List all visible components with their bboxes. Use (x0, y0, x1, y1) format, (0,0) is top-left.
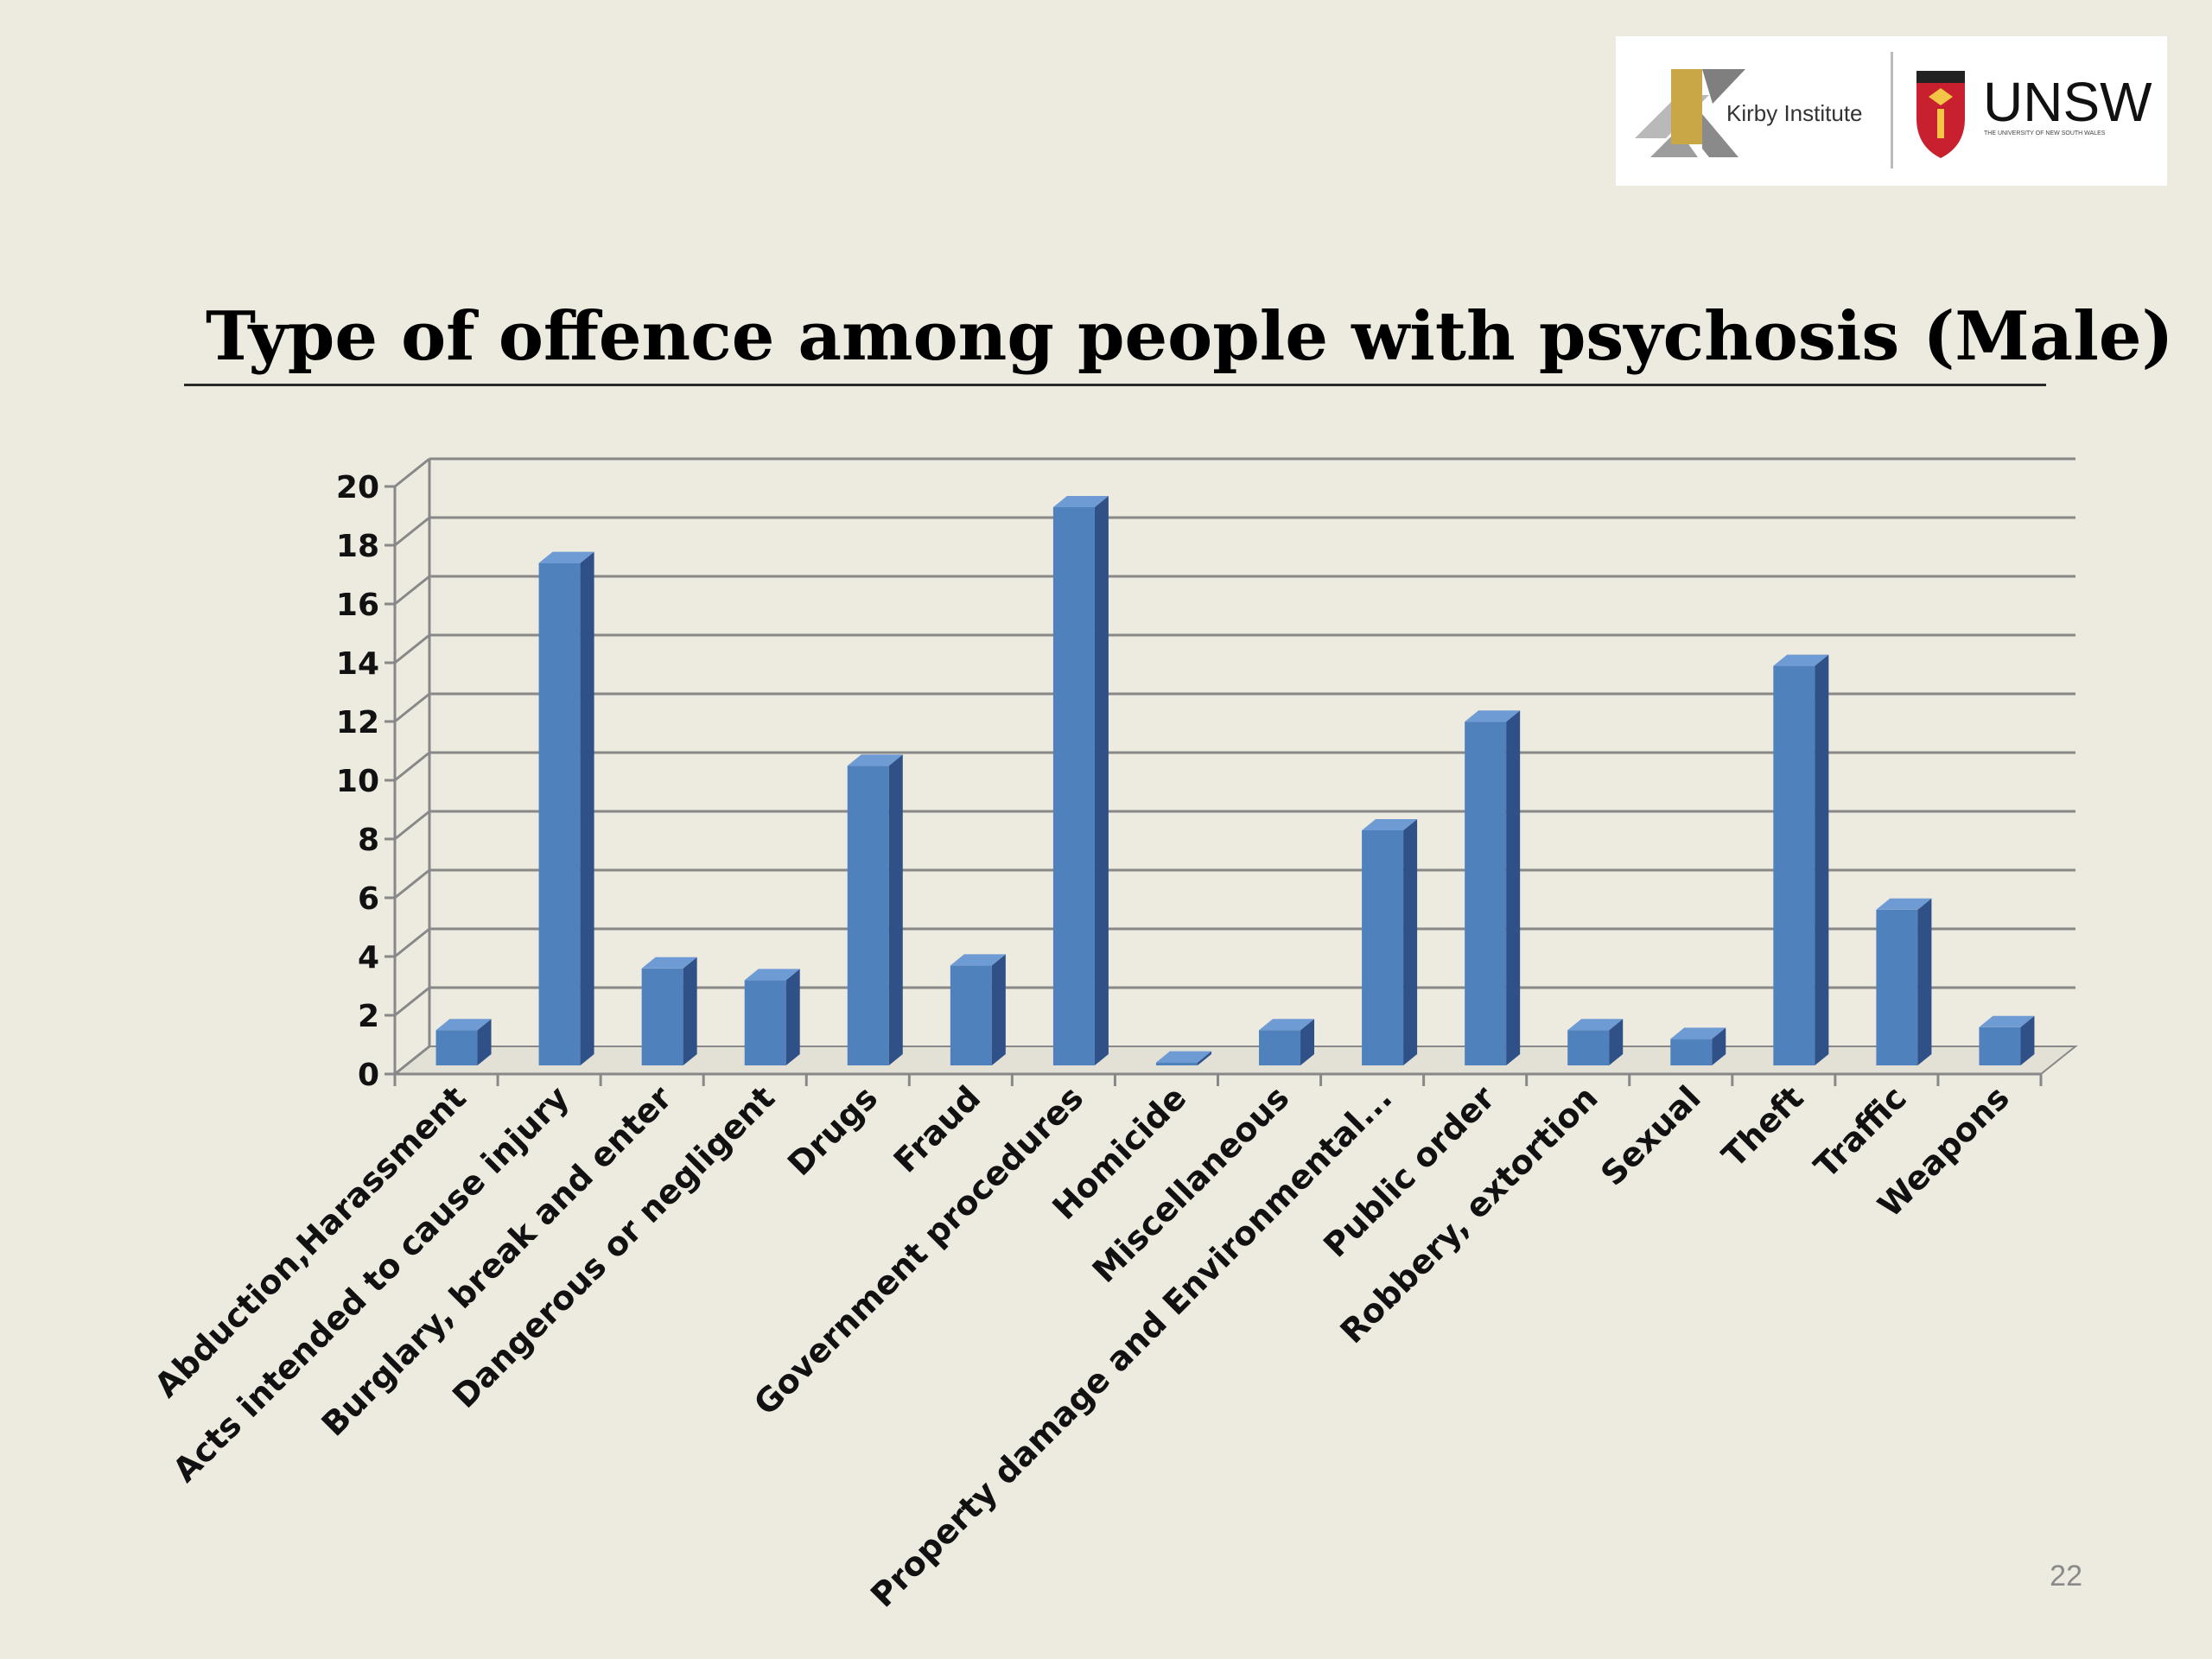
kirby-logo-text: Kirby Institute (1726, 100, 1863, 126)
logo-graphic: Kirby Institute UNSW THE UNIVERSITY OF N… (1635, 52, 2152, 168)
title-divider (184, 384, 2046, 386)
y-tick-label: 10 (336, 764, 379, 799)
bar (538, 551, 594, 1065)
gridline-depth (394, 868, 430, 899)
slide-title: Type of offence among people with psycho… (206, 297, 2174, 376)
kirby-institute-logo: Kirby Institute (1635, 69, 1863, 157)
bar (1155, 1051, 1211, 1065)
gridline-depth (394, 516, 430, 547)
y-tick-label: 6 (358, 881, 379, 917)
bar (1259, 1019, 1315, 1065)
gridline-depth (394, 575, 430, 606)
y-tick-label: 20 (336, 470, 379, 505)
bar (950, 954, 1006, 1065)
unsw-logo-text: UNSW (1983, 71, 2152, 133)
y-tick-label: 12 (336, 705, 379, 741)
bar (1465, 710, 1521, 1065)
gridline-depth (394, 1045, 430, 1076)
unsw-logo-subtitle: THE UNIVERSITY OF NEW SOUTH WALES (1984, 130, 2106, 137)
x-category-label: Drugs (780, 1078, 885, 1183)
gridline-depth (394, 633, 430, 664)
bar (435, 1019, 492, 1065)
y-tick-label: 0 (358, 1058, 379, 1093)
gridline-depth (394, 457, 430, 488)
y-tick-label: 16 (336, 588, 379, 623)
gridline-depth (394, 810, 430, 841)
bar (1052, 496, 1109, 1065)
gridline-depth (394, 692, 430, 723)
bar (641, 957, 697, 1065)
gridline-depth (394, 986, 430, 1017)
unsw-logo: UNSW THE UNIVERSITY OF NEW SOUTH WALES (1916, 71, 2152, 158)
bar (847, 754, 903, 1065)
bar (1979, 1015, 2035, 1065)
gridline-depth (394, 751, 430, 782)
logo-banner: Kirby Institute UNSW THE UNIVERSITY OF N… (1616, 36, 2167, 186)
x-category-label: Acts intended to cause injury (165, 1078, 576, 1490)
bar (744, 969, 800, 1065)
y-tick-label: 8 (358, 823, 379, 858)
x-category-label: Theft (1714, 1078, 1810, 1174)
gridline-depth (394, 927, 430, 958)
bar (1876, 898, 1932, 1065)
bar (1567, 1019, 1624, 1065)
y-tick-label: 14 (336, 646, 379, 682)
y-tick-label: 2 (358, 999, 379, 1034)
x-category-label: Sexual (1593, 1078, 1707, 1192)
bar (1773, 654, 1829, 1065)
page-number: 22 (2050, 1560, 2082, 1592)
x-category-label: Miscellaneous (1085, 1078, 1297, 1290)
y-tick-label: 4 (358, 940, 379, 976)
bar (1362, 819, 1418, 1065)
bar (1670, 1027, 1726, 1065)
x-category-label: Fraud (887, 1078, 988, 1180)
y-tick-label: 18 (336, 529, 379, 564)
